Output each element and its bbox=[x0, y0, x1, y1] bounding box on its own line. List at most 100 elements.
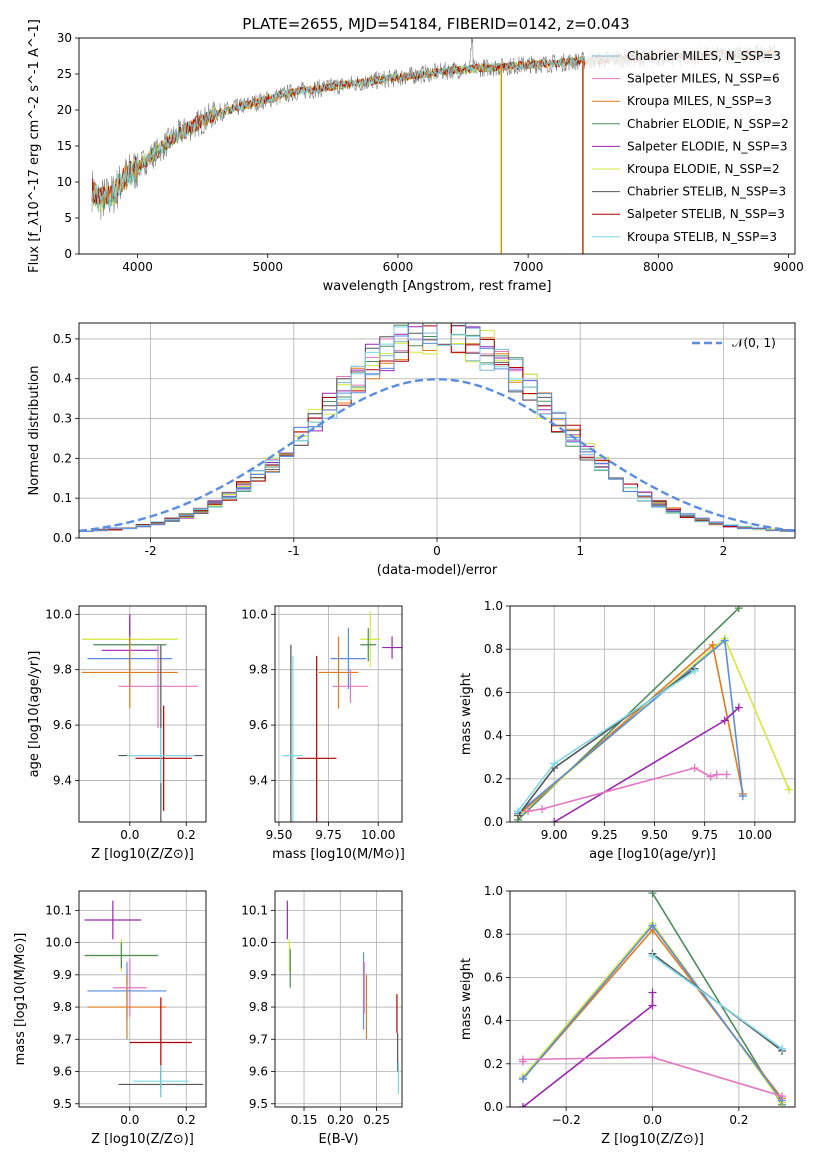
spectrum-legend-label: Salpeter ELODIE, N_SSP=3 bbox=[627, 139, 788, 153]
z-weight-ytick-label: 0.6 bbox=[484, 970, 503, 984]
ebv-mass-ytick-label: 10.0 bbox=[241, 936, 268, 950]
residuals-ytick-label: 0.4 bbox=[53, 372, 72, 386]
age-weight-plot-area bbox=[514, 606, 793, 822]
spectrum-legend-label: Kroupa ELODIE, N_SSP=2 bbox=[627, 162, 780, 176]
age-weight-series-line bbox=[527, 767, 727, 812]
z-weight-xtick-label: 0.2 bbox=[729, 1113, 748, 1127]
residuals-frame bbox=[78, 322, 796, 539]
z-weight-point-marker bbox=[518, 1074, 527, 1083]
mass-age-xlabel: mass [log10(M/M⊙)] bbox=[272, 847, 405, 862]
ebv-mass-xlabel: E(B-V) bbox=[318, 1132, 358, 1147]
z-mass-axes: 0.0 0.2 9.5 9.6 9.7 9.8 9.9 10.0 10.1 Z [log10(Z/… bbox=[13, 891, 206, 1147]
spectrum-xtick-label: 9000 bbox=[773, 260, 804, 274]
age-weight-ytick-label: 1.0 bbox=[484, 599, 503, 613]
spectrum-ytick-label: 10 bbox=[57, 175, 72, 189]
z-weight-point-marker bbox=[778, 1044, 787, 1053]
age-weight-frame bbox=[509, 605, 796, 823]
z-weight-point-marker bbox=[648, 921, 657, 930]
spectrum-ytick-label: 20 bbox=[57, 103, 72, 117]
z-age-xtick-label: 0.2 bbox=[177, 828, 196, 842]
age-weight-point-marker bbox=[712, 770, 721, 779]
spectrum-ytick-label: 25 bbox=[57, 67, 72, 81]
z-age-ytick-label: 9.4 bbox=[53, 773, 72, 787]
residuals-ytick-label: 0.5 bbox=[53, 332, 72, 346]
z-mass-ylabel: mass [log10(M/M⊙)] bbox=[13, 933, 28, 1066]
ebv-mass-ytick-label: 9.6 bbox=[249, 1065, 268, 1079]
age-weight-xtick-label: 9.00 bbox=[541, 828, 568, 842]
mass-age-ytick-label: 10.0 bbox=[241, 607, 268, 621]
residuals-axes: -2 -1 0 1 2 0.0 0.1 0.2 0.3 0.4 0.5 (data-model)/er… bbox=[27, 323, 795, 578]
spectrum-legend: Chabrier MILES, N_SSP=3 Salpeter MILES, N… bbox=[585, 43, 790, 250]
spectrum-xtick-label: 7000 bbox=[513, 260, 544, 274]
residuals-xtick-label: -2 bbox=[145, 544, 157, 558]
spectrum-legend-label: Chabrier ELODIE, N_SSP=2 bbox=[627, 117, 789, 131]
residuals-ytick-label: 0.0 bbox=[53, 531, 72, 545]
z-age-ytick-label: 10.0 bbox=[45, 607, 72, 621]
age-weight-axes: 9.00 9.25 9.50 9.75 10.00 0.0 0.2 0.4 0.6 0.8 1.0 a… bbox=[459, 599, 795, 862]
age-weight-xtick-label: 10.00 bbox=[738, 828, 772, 842]
z-weight-ytick-label: 0.8 bbox=[484, 927, 503, 941]
spectrum-xtick-label: 8000 bbox=[643, 260, 674, 274]
spectrum-ytick-label: 0 bbox=[64, 247, 72, 261]
z-weight-axes: −0.2 0.0 0.2 0.0 0.2 0.4 0.6 0.8 1.0 Z [log10(Z/Z… bbox=[459, 884, 795, 1147]
residuals-xlabel: (data-model)/error bbox=[377, 563, 498, 578]
residuals-ylabel: Normed distribution bbox=[27, 366, 42, 496]
age-weight-series-line bbox=[517, 637, 790, 817]
z-mass-frame bbox=[78, 890, 207, 1108]
age-weight-point-marker bbox=[784, 785, 793, 794]
mass-age-plot-area bbox=[282, 611, 402, 822]
z-mass-ytick-label: 9.7 bbox=[53, 1032, 72, 1046]
residuals-xtick-label: 2 bbox=[720, 544, 728, 558]
z-weight-point-marker bbox=[648, 1001, 657, 1010]
ebv-mass-plot-area bbox=[286, 900, 399, 1095]
z-weight-point-marker bbox=[518, 1055, 527, 1064]
spectrum-xlabel: wavelength [Angstrom, rest frame] bbox=[323, 279, 552, 294]
z-weight-point-marker bbox=[648, 988, 657, 997]
age-weight-ytick-label: 0.2 bbox=[484, 772, 503, 786]
z-mass-ytick-label: 9.9 bbox=[53, 968, 72, 982]
age-weight-point-marker bbox=[538, 805, 547, 814]
z-age-xtick-label: 0.0 bbox=[120, 828, 139, 842]
age-weight-point-marker bbox=[738, 792, 747, 801]
spectrum-legend-label: Kroupa MILES, N_SSP=3 bbox=[627, 94, 772, 108]
spectrum-xtick-label: 5000 bbox=[252, 260, 283, 274]
age-weight-series-line bbox=[553, 706, 740, 822]
ebv-mass-ytick-label: 9.7 bbox=[249, 1032, 268, 1046]
mass-age-xtick-label: 9.75 bbox=[315, 828, 342, 842]
spectrum-ytick-label: 30 bbox=[57, 31, 72, 45]
z-weight-ytick-label: 0.2 bbox=[484, 1057, 503, 1071]
z-weight-point-marker bbox=[648, 951, 657, 960]
residuals-plot-area bbox=[79, 323, 795, 533]
age-weight-xlabel: age [log10(age/yr)] bbox=[589, 847, 716, 862]
age-weight-ytick-label: 0.4 bbox=[484, 729, 503, 743]
figure-title: PLATE=2655, MJD=54184, FIBERID=0142, z=0… bbox=[242, 15, 629, 33]
z-age-plot-area bbox=[81, 614, 204, 822]
ebv-mass-xtick-label: 0.15 bbox=[291, 1113, 318, 1127]
z-mass-xlabel: Z [log10(Z/Z⊙)] bbox=[91, 1132, 194, 1147]
age-weight-point-marker bbox=[722, 770, 731, 779]
z-weight-point-marker bbox=[648, 891, 657, 898]
residuals-legend-label: 𝒩(0, 1) bbox=[732, 336, 776, 350]
age-weight-point-marker bbox=[524, 807, 533, 816]
z-mass-ytick-label: 10.1 bbox=[45, 903, 72, 917]
age-weight-ytick-label: 0.6 bbox=[484, 685, 503, 699]
mass-age-ytick-label: 9.4 bbox=[249, 773, 268, 787]
z-weight-ytick-label: 1.0 bbox=[484, 884, 503, 898]
z-weight-ylabel: mass weight bbox=[459, 958, 474, 1040]
spectrum-xtick-label: 6000 bbox=[383, 260, 414, 274]
ebv-mass-xtick-label: 0.25 bbox=[363, 1113, 390, 1127]
z-age-ytick-label: 9.8 bbox=[53, 663, 72, 677]
age-weight-point-marker bbox=[550, 759, 559, 768]
spectrum-ylabel: Flux [f_λ10^-17 erg cm^-2 s^-1 A^-1] bbox=[27, 19, 42, 273]
z-weight-series-line bbox=[652, 955, 783, 1050]
age-weight-xtick-label: 9.75 bbox=[691, 828, 718, 842]
residuals-ytick-label: 0.2 bbox=[53, 451, 72, 465]
spectrum-legend-label: Salpeter MILES, N_SSP=6 bbox=[627, 72, 780, 86]
spectrum-legend-label: Chabrier STELIB, N_SSP=3 bbox=[627, 185, 786, 199]
z-weight-point-marker bbox=[648, 1053, 657, 1062]
ebv-mass-xtick-label: 0.20 bbox=[327, 1113, 354, 1127]
z-age-xlabel: Z [log10(Z/Z⊙)] bbox=[91, 847, 194, 862]
z-weight-ytick-label: 0.4 bbox=[484, 1014, 503, 1028]
z-mass-ytick-label: 9.8 bbox=[53, 1000, 72, 1014]
